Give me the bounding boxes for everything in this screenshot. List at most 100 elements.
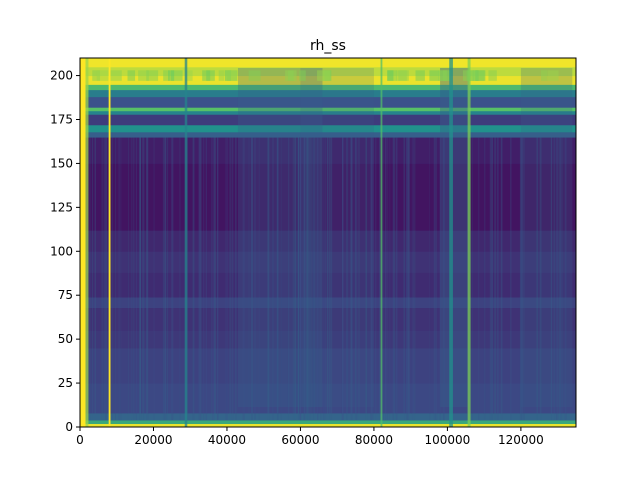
- heatmap-streak: [248, 137, 250, 420]
- heatmap-streak: [251, 137, 253, 420]
- heatmap-streak: [139, 137, 141, 420]
- heatmap-top-blotch: [476, 70, 485, 81]
- heatmap-streak: [346, 137, 349, 420]
- heatmap-streak: [108, 137, 110, 420]
- heatmap-streak: [309, 137, 311, 420]
- heatmap-streak: [127, 137, 129, 420]
- heatmap-top-blotch: [317, 70, 330, 81]
- y-tick-label: 100: [50, 244, 73, 258]
- heatmap-streak: [355, 137, 358, 420]
- heatmap-row-band: [80, 296, 576, 309]
- heatmap-streak: [555, 137, 558, 420]
- heatmap-top-blotch: [163, 70, 170, 81]
- heatmap-streak: [199, 137, 202, 420]
- y-tick-label: 200: [50, 69, 73, 83]
- x-tick-label: 20000: [134, 433, 172, 447]
- heatmap-streak: [231, 137, 234, 420]
- heatmap-streak: [267, 137, 270, 420]
- heatmap-top-blotch: [168, 70, 175, 81]
- heatmap-column-region: [300, 68, 374, 407]
- y-tick-label: 125: [50, 200, 73, 214]
- heatmap-streak: [320, 137, 322, 420]
- heatmap-streak: [411, 137, 413, 420]
- heatmap-streak: [472, 137, 473, 420]
- x-tick-label: 0: [76, 433, 84, 447]
- heatmap-streak: [489, 137, 492, 420]
- y-tick-label: 175: [50, 113, 73, 127]
- x-tick-label: 40000: [208, 433, 246, 447]
- heatmap-top-blotch: [146, 70, 159, 81]
- heatmap-streak: [439, 137, 441, 420]
- heatmap-streak: [491, 137, 493, 420]
- heatmap-streak: [167, 137, 169, 420]
- heatmap-streak: [365, 137, 368, 420]
- heatmap-top-blotch: [387, 70, 394, 81]
- heatmap-streak: [379, 137, 381, 420]
- heatmap-streak: [550, 137, 552, 420]
- heatmap-top-blotch: [185, 70, 193, 81]
- heatmap-streak: [443, 137, 445, 420]
- heatmap-streak: [146, 137, 149, 420]
- heatmap-streak: [94, 137, 96, 420]
- y-tick-label: 50: [58, 332, 73, 346]
- heatmap-row-band: [80, 114, 576, 126]
- heatmap-streak: [303, 137, 305, 420]
- heatmap-streak: [556, 137, 559, 420]
- x-tick-label: 100000: [425, 433, 471, 447]
- heatmap-streak: [242, 137, 244, 420]
- y-tick-label: 25: [58, 376, 73, 390]
- heatmap-streak: [118, 137, 121, 420]
- heatmap-streak: [292, 137, 295, 420]
- heatmap-streak: [354, 137, 357, 420]
- heatmap-streak: [404, 137, 406, 420]
- heatmap-streak: [325, 137, 326, 420]
- x-tick-label: 60000: [281, 433, 319, 447]
- heatmap-streak: [212, 137, 215, 420]
- heatmap-row-band: [80, 419, 576, 424]
- heatmap-streak: [326, 137, 329, 420]
- heatmap-streak: [389, 137, 391, 420]
- heatmap-top-blotch: [202, 70, 211, 81]
- heatmap-streak: [392, 137, 394, 420]
- heatmap-column-band: [380, 58, 383, 427]
- heatmap-streak: [103, 137, 105, 420]
- heatmap-streak: [370, 137, 373, 420]
- heatmap-top-blotch: [96, 70, 109, 81]
- heatmap-streak: [429, 137, 431, 420]
- heatmap-streak: [163, 137, 165, 420]
- heatmap-streak: [355, 137, 356, 420]
- heatmap-column-region: [237, 68, 323, 407]
- heatmap-streak: [307, 137, 310, 420]
- heatmap-streak: [258, 137, 260, 420]
- plot-frame: [79, 57, 577, 428]
- heatmap-streak: [200, 137, 202, 420]
- heatmap-streak: [478, 137, 480, 420]
- heatmap-column-region: [520, 68, 573, 407]
- heatmap-top-blotch: [396, 70, 409, 81]
- heatmap-streak: [272, 137, 274, 420]
- heatmap-top-blotch: [429, 70, 439, 81]
- heatmap-column-band: [85, 58, 89, 427]
- heatmap-top-blotch: [248, 70, 261, 81]
- heatmap-streak: [105, 137, 107, 420]
- heatmap-streak: [298, 137, 300, 420]
- heatmap-streak: [510, 137, 512, 420]
- heatmap-streak: [120, 137, 122, 420]
- heatmap-streak: [375, 137, 377, 420]
- heatmap-streak: [435, 137, 438, 420]
- y-axis: 0 25 50 75 100 125 150 175 200: [50, 69, 80, 434]
- heatmap-row-band: [80, 84, 576, 91]
- heatmap-column-band: [80, 58, 86, 427]
- heatmap-top-blotch: [138, 70, 149, 81]
- heatmap-row-band: [80, 58, 576, 68]
- heatmap-column-band: [449, 58, 453, 427]
- heatmap-streak: [306, 137, 308, 420]
- heatmap-streak: [294, 137, 297, 420]
- x-axis: 0 20000 40000 60000 80000 100000 120000: [76, 427, 544, 447]
- heatmap-streak: [276, 137, 279, 420]
- heatmap-streak: [350, 137, 353, 420]
- plot-area: [80, 58, 576, 427]
- heatmap-streak: [496, 137, 499, 420]
- heatmap-streak: [162, 137, 164, 420]
- heatmap-streak: [310, 137, 312, 420]
